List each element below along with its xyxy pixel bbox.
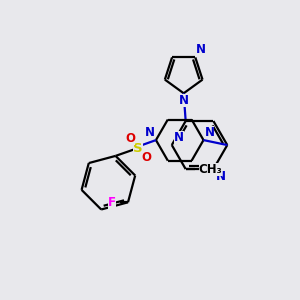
Text: N: N — [196, 44, 206, 56]
Text: CH₃: CH₃ — [199, 163, 222, 176]
Text: N: N — [179, 94, 189, 107]
Text: F: F — [108, 196, 116, 209]
Text: N: N — [145, 126, 155, 139]
Text: N: N — [205, 126, 214, 139]
Text: O: O — [141, 152, 151, 164]
Text: N: N — [174, 131, 184, 144]
Text: N: N — [215, 170, 225, 183]
Text: S: S — [133, 142, 143, 154]
Text: O: O — [125, 132, 135, 145]
